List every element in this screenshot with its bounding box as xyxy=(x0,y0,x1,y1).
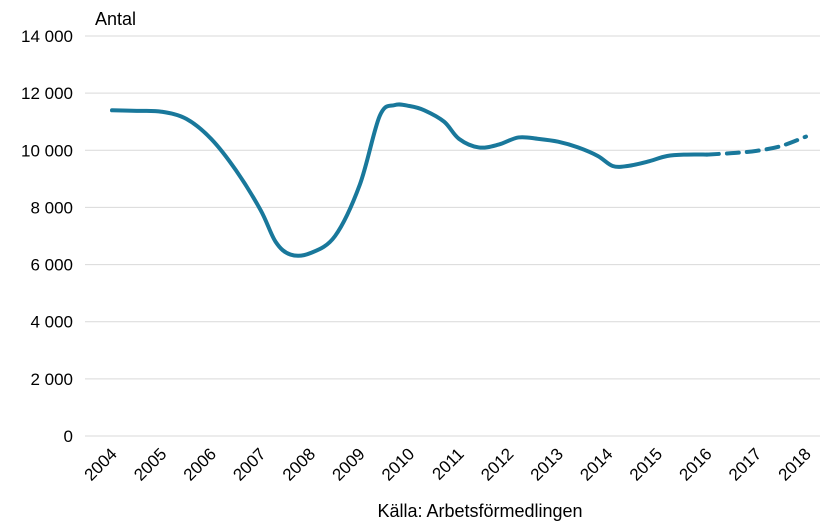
x-tick-label: 2016 xyxy=(676,444,716,484)
y-tick-label: 0 xyxy=(64,427,73,446)
x-tick-label: 2013 xyxy=(527,444,567,484)
y-tick-label: 14 000 xyxy=(21,27,73,46)
y-tick-label: 12 000 xyxy=(21,84,73,103)
x-tick-label: 2018 xyxy=(775,444,815,484)
y-tick-label: 8 000 xyxy=(30,198,73,217)
y-tick-labels: 0 2 000 4 000 6 000 8 000 10 000 12 000 14 000 xyxy=(21,27,73,446)
y-axis-label: Antal xyxy=(95,9,136,29)
x-tick-label: 2007 xyxy=(229,444,269,484)
x-tick-label: 2008 xyxy=(279,444,319,484)
y-tick-label: 2 000 xyxy=(30,370,73,389)
actual-line xyxy=(110,102,709,258)
series-lines xyxy=(110,102,808,258)
x-tick-label: 2006 xyxy=(180,444,220,484)
forecast-line xyxy=(704,134,808,157)
x-tick-label: 2010 xyxy=(378,444,418,484)
x-tick-label: 2004 xyxy=(81,444,121,484)
x-tick-label: 2011 xyxy=(429,444,468,483)
y-tick-label: 6 000 xyxy=(30,256,73,275)
x-tick-label: 2014 xyxy=(576,444,616,484)
x-tick-label: 2012 xyxy=(477,444,517,484)
x-tick-label: 2017 xyxy=(725,444,765,484)
y-tick-label: 10 000 xyxy=(21,141,73,160)
x-tick-labels: 2004 2005 2006 2007 2008 2009 2010 2011 2012 2013… xyxy=(81,444,815,484)
x-tick-label: 2009 xyxy=(329,444,369,484)
gridlines xyxy=(85,35,820,437)
x-tick-label: 2015 xyxy=(626,444,666,484)
x-tick-label: 2005 xyxy=(130,444,170,484)
source-note: Källa: Arbetsförmedlingen xyxy=(377,501,582,521)
y-tick-label: 4 000 xyxy=(30,313,73,332)
